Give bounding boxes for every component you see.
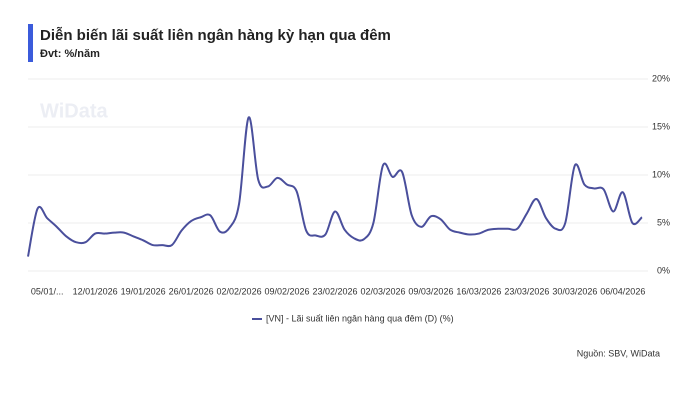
chart-subtitle: Đvt: %/năm (40, 48, 100, 60)
y-tick-label: 0% (657, 265, 670, 275)
x-tick-label: 09/02/2026 (265, 286, 310, 296)
x-tick-label: 02/03/2026 (360, 286, 405, 296)
chart-title: Diễn biến lãi suất liên ngân hàng kỳ hạn… (40, 27, 391, 44)
source: Nguồn: SBV, WiData (577, 348, 660, 358)
y-tick-label: 20% (652, 73, 670, 83)
legend-label: [VN] - Lãi suất liên ngân hàng qua đêm (… (266, 313, 454, 323)
watermark: WiData (40, 100, 108, 122)
y-tick-label: 15% (652, 121, 670, 131)
x-tick-label: 05/01/... (31, 286, 64, 296)
x-tick-label: 06/04/2026 (600, 286, 645, 296)
x-tick-label: 09/03/2026 (408, 286, 453, 296)
x-tick-label: 02/02/2026 (217, 286, 262, 296)
series-line (27, 116, 643, 257)
y-tick-label: 10% (652, 169, 670, 179)
x-tick-label: 30/03/2026 (552, 286, 597, 296)
title-accent (28, 24, 33, 62)
x-tick-label: 19/01/2026 (121, 286, 166, 296)
x-tick-label: 23/03/2026 (504, 286, 549, 296)
y-tick-label: 5% (657, 217, 670, 227)
x-tick-label: 26/01/2026 (169, 286, 214, 296)
x-tick-label: 23/02/2026 (312, 286, 357, 296)
x-tick-label: 16/03/2026 (456, 286, 501, 296)
x-tick-label: 12/01/2026 (73, 286, 118, 296)
